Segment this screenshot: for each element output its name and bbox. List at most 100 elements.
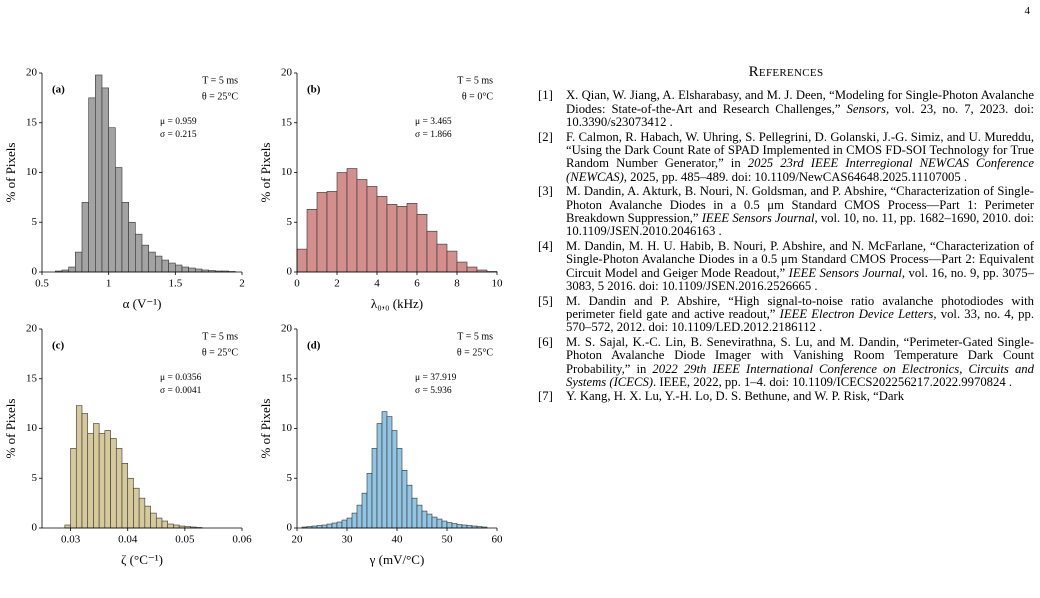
bar [426, 513, 433, 529]
annotation: (d) [307, 340, 321, 352]
y-tick-label: 0 [32, 266, 38, 278]
references-title: References [748, 66, 824, 80]
annotation: σ = 1.866 [415, 130, 452, 140]
bar [356, 504, 363, 529]
bar [75, 251, 83, 273]
bar [376, 196, 388, 273]
reference-part: , vol. 33, no. 4, pp. 570–572, 2012. doi… [566, 306, 1034, 335]
bar [401, 469, 408, 529]
y-tick-label: 15 [281, 116, 293, 128]
references: References [1] X. Qian, W. Jiang, A. Elsh… [538, 66, 1034, 598]
bar [461, 524, 468, 529]
reference-part: F. Calmon, R. Habach, W. Uhring, S. Pell… [566, 129, 1034, 171]
bar [108, 127, 116, 273]
x-tick-label: 2 [239, 278, 245, 290]
reference-label: [3] [538, 184, 553, 199]
annotation: T = 5 ms [457, 75, 493, 86]
bar [87, 433, 94, 529]
bar [346, 168, 358, 273]
reference-part: X. Qian, W. Jiang, A. Elsharabasy, and M… [566, 88, 1034, 116]
annotation: θ = 25°C [457, 347, 493, 358]
bar [155, 517, 163, 529]
annotation: μ = 0.959 [160, 117, 197, 127]
x-tick-label: 60 [492, 534, 504, 546]
y-tick-label: 20 [281, 67, 293, 79]
reference-label: [6] [538, 334, 553, 349]
bar [446, 522, 453, 529]
bar [121, 202, 129, 273]
y-tick-label: 20 [281, 323, 293, 335]
bar [336, 521, 343, 529]
bar [98, 433, 106, 529]
reference: [3] M. Dandin, A. Akturk, B. Nouri, N. Go… [538, 185, 1034, 239]
bar [64, 524, 71, 529]
reference: [4] M. Dandin, M. H. U. Habib, B. Nouri, … [538, 238, 1034, 294]
bar [416, 504, 423, 529]
reference: [5] M. Dandin and P. Abshire, “High signa… [538, 294, 1034, 335]
y-axis-label: % of Pixels [3, 399, 18, 459]
reference-label: [1] [538, 88, 553, 103]
bar [351, 512, 358, 529]
x-tick-label: 1 [106, 278, 112, 290]
bar [356, 179, 368, 273]
bar [451, 523, 458, 529]
bar [326, 523, 333, 529]
reference-text: M. Dandin and P. Abshire, “High signal-t… [566, 294, 1034, 335]
bar [361, 492, 368, 529]
annotation: θ = 0°C [462, 91, 493, 102]
y-tick-label: 5 [32, 472, 38, 484]
reference-text: Y. Kang, H. X. Lu, Y.-H. Lo, D. S. Bethu… [566, 390, 1034, 403]
bar [411, 497, 418, 529]
bar [456, 261, 468, 273]
y-tick-label: 5 [287, 472, 293, 484]
annotation: (a) [52, 84, 65, 96]
bar [135, 233, 143, 273]
bar [195, 268, 203, 273]
page-number: 4 [1024, 5, 1031, 17]
bar [321, 524, 328, 529]
reference-part: . IEEE, 2022, pp. 1–4. doi: 10.1109/ICEC… [653, 374, 1013, 389]
bar [161, 259, 169, 273]
bar [173, 524, 180, 529]
x-tick-label: 2 [334, 278, 340, 290]
bar [75, 405, 83, 529]
bar [396, 206, 408, 273]
bar [466, 266, 478, 273]
bar [446, 250, 458, 273]
venue: 2022 29th IEEE International Conference … [566, 361, 1034, 389]
y-tick-label: 15 [26, 116, 38, 128]
bar [128, 221, 136, 273]
bar [110, 438, 117, 529]
bar [366, 186, 378, 273]
x-tick-label: 0.06 [232, 534, 252, 546]
y-tick-label: 10 [281, 422, 293, 434]
bar [141, 244, 149, 273]
y-tick-label: 15 [281, 372, 293, 384]
bar [70, 448, 77, 529]
x-tick-label: 6 [414, 278, 420, 290]
bar [371, 448, 378, 529]
bar [406, 203, 418, 273]
bar [391, 430, 398, 529]
annotation: μ = 3.465 [415, 117, 452, 127]
annotation: T = 5 ms [202, 331, 238, 342]
y-tick-label: 5 [32, 216, 38, 228]
bar [88, 97, 96, 273]
x-tick-label: 40 [392, 534, 404, 546]
reference-label: [7] [538, 389, 553, 404]
annotation: θ = 25°C [202, 347, 238, 358]
reference-part: M. Dandin, M. H. U. Habib, B. Nouri, P. … [566, 238, 1034, 280]
bar [326, 191, 338, 273]
reference-part: , vol. 16, no. 9, pp. 3075–3083, 5 2016.… [566, 265, 1034, 294]
bar [381, 411, 388, 529]
bar [148, 251, 156, 273]
bar [95, 74, 103, 273]
x-tick-label: 10 [492, 278, 504, 290]
bar [133, 487, 140, 529]
y-tick-label: 0 [287, 522, 293, 534]
y-tick-label: 15 [26, 372, 38, 384]
y-axis-label: % of Pixels [3, 143, 18, 203]
venue: IEEE Sensors Journal [701, 211, 815, 226]
annotation: σ = 0.215 [160, 130, 197, 140]
